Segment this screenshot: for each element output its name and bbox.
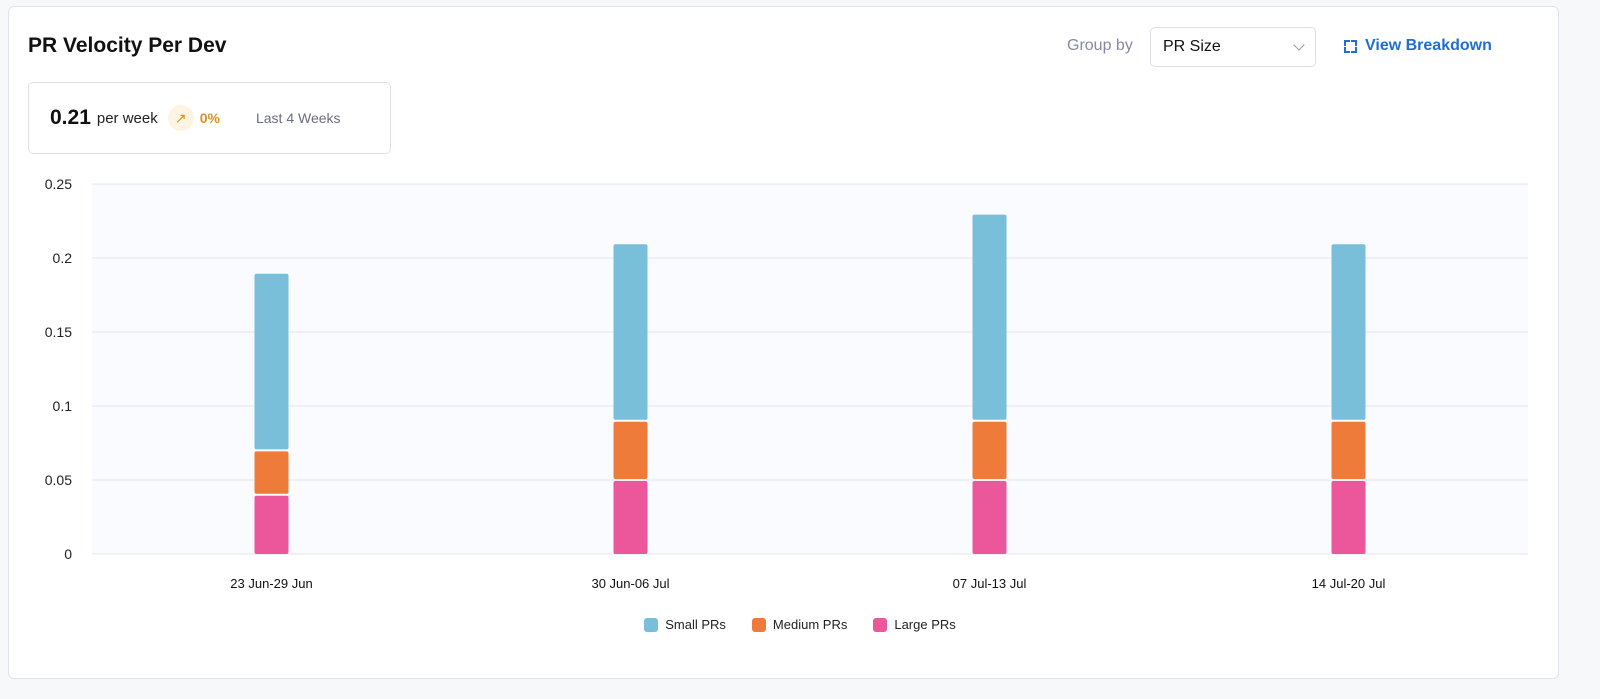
stat-value: 0.21 [50, 106, 91, 129]
legend-swatch [873, 617, 888, 632]
x-tick-label: 07 Jul-13 Jul [953, 576, 1027, 591]
y-tick-label: 0.2 [53, 250, 73, 266]
bar-large-prs [254, 495, 289, 554]
bar-small-prs [1331, 244, 1366, 420]
plot-background [92, 184, 1528, 554]
legend-item[interactable]: Large PRs [873, 617, 956, 632]
arrow-up-right-icon: ↗ [167, 105, 194, 131]
legend-swatch [644, 617, 659, 632]
bar-small-prs [254, 273, 289, 450]
x-tick-label: 14 Jul-20 Jul [1312, 576, 1386, 591]
legend-swatch [751, 617, 766, 632]
y-tick-label: 0 [64, 546, 72, 562]
x-tick-label: 23 Jun-29 Jun [230, 576, 312, 591]
bar-medium-prs [613, 421, 648, 479]
view-breakdown-button[interactable]: View Breakdown [1344, 37, 1492, 55]
bar-small-prs [613, 244, 648, 420]
legend-label: Medium PRs [772, 617, 848, 632]
bar-large-prs [972, 481, 1007, 554]
group-by-label: Group by [1067, 37, 1133, 54]
legend-item[interactable]: Small PRs [644, 617, 726, 632]
stat-period: Last 4 Weeks [255, 110, 341, 126]
view-breakdown-label: View Breakdown [1365, 37, 1492, 54]
group-by-value: PR Size [1163, 38, 1221, 55]
legend-item[interactable]: Medium PRs [751, 617, 848, 632]
y-tick-label: 0.1 [53, 398, 73, 414]
bar-medium-prs [1331, 421, 1366, 479]
y-tick-label: 0.25 [45, 176, 72, 192]
bar-medium-prs [972, 421, 1007, 479]
legend-label: Small PRs [665, 617, 726, 632]
bar-large-prs [613, 481, 648, 554]
bar-small-prs [972, 214, 1007, 420]
y-tick-label: 0.05 [45, 472, 72, 488]
expand-icon [1344, 39, 1357, 53]
page-title: PR Velocity Per Dev [28, 34, 227, 57]
legend-label: Large PRs [894, 617, 956, 632]
stat-summary: 0.21 per week ↗ 0% Last 4 Weeks [28, 82, 391, 154]
group-by-select[interactable]: PR Size [1150, 27, 1316, 67]
chart-legend: Small PRs Medium PRs Large PRs [0, 617, 1600, 632]
y-tick-label: 0.15 [45, 324, 72, 340]
stat-change: 0% [199, 110, 220, 126]
bar-large-prs [1331, 481, 1366, 554]
stat-unit: per week [96, 109, 158, 127]
bar-medium-prs [254, 451, 289, 494]
x-tick-label: 30 Jun-06 Jul [591, 576, 669, 591]
